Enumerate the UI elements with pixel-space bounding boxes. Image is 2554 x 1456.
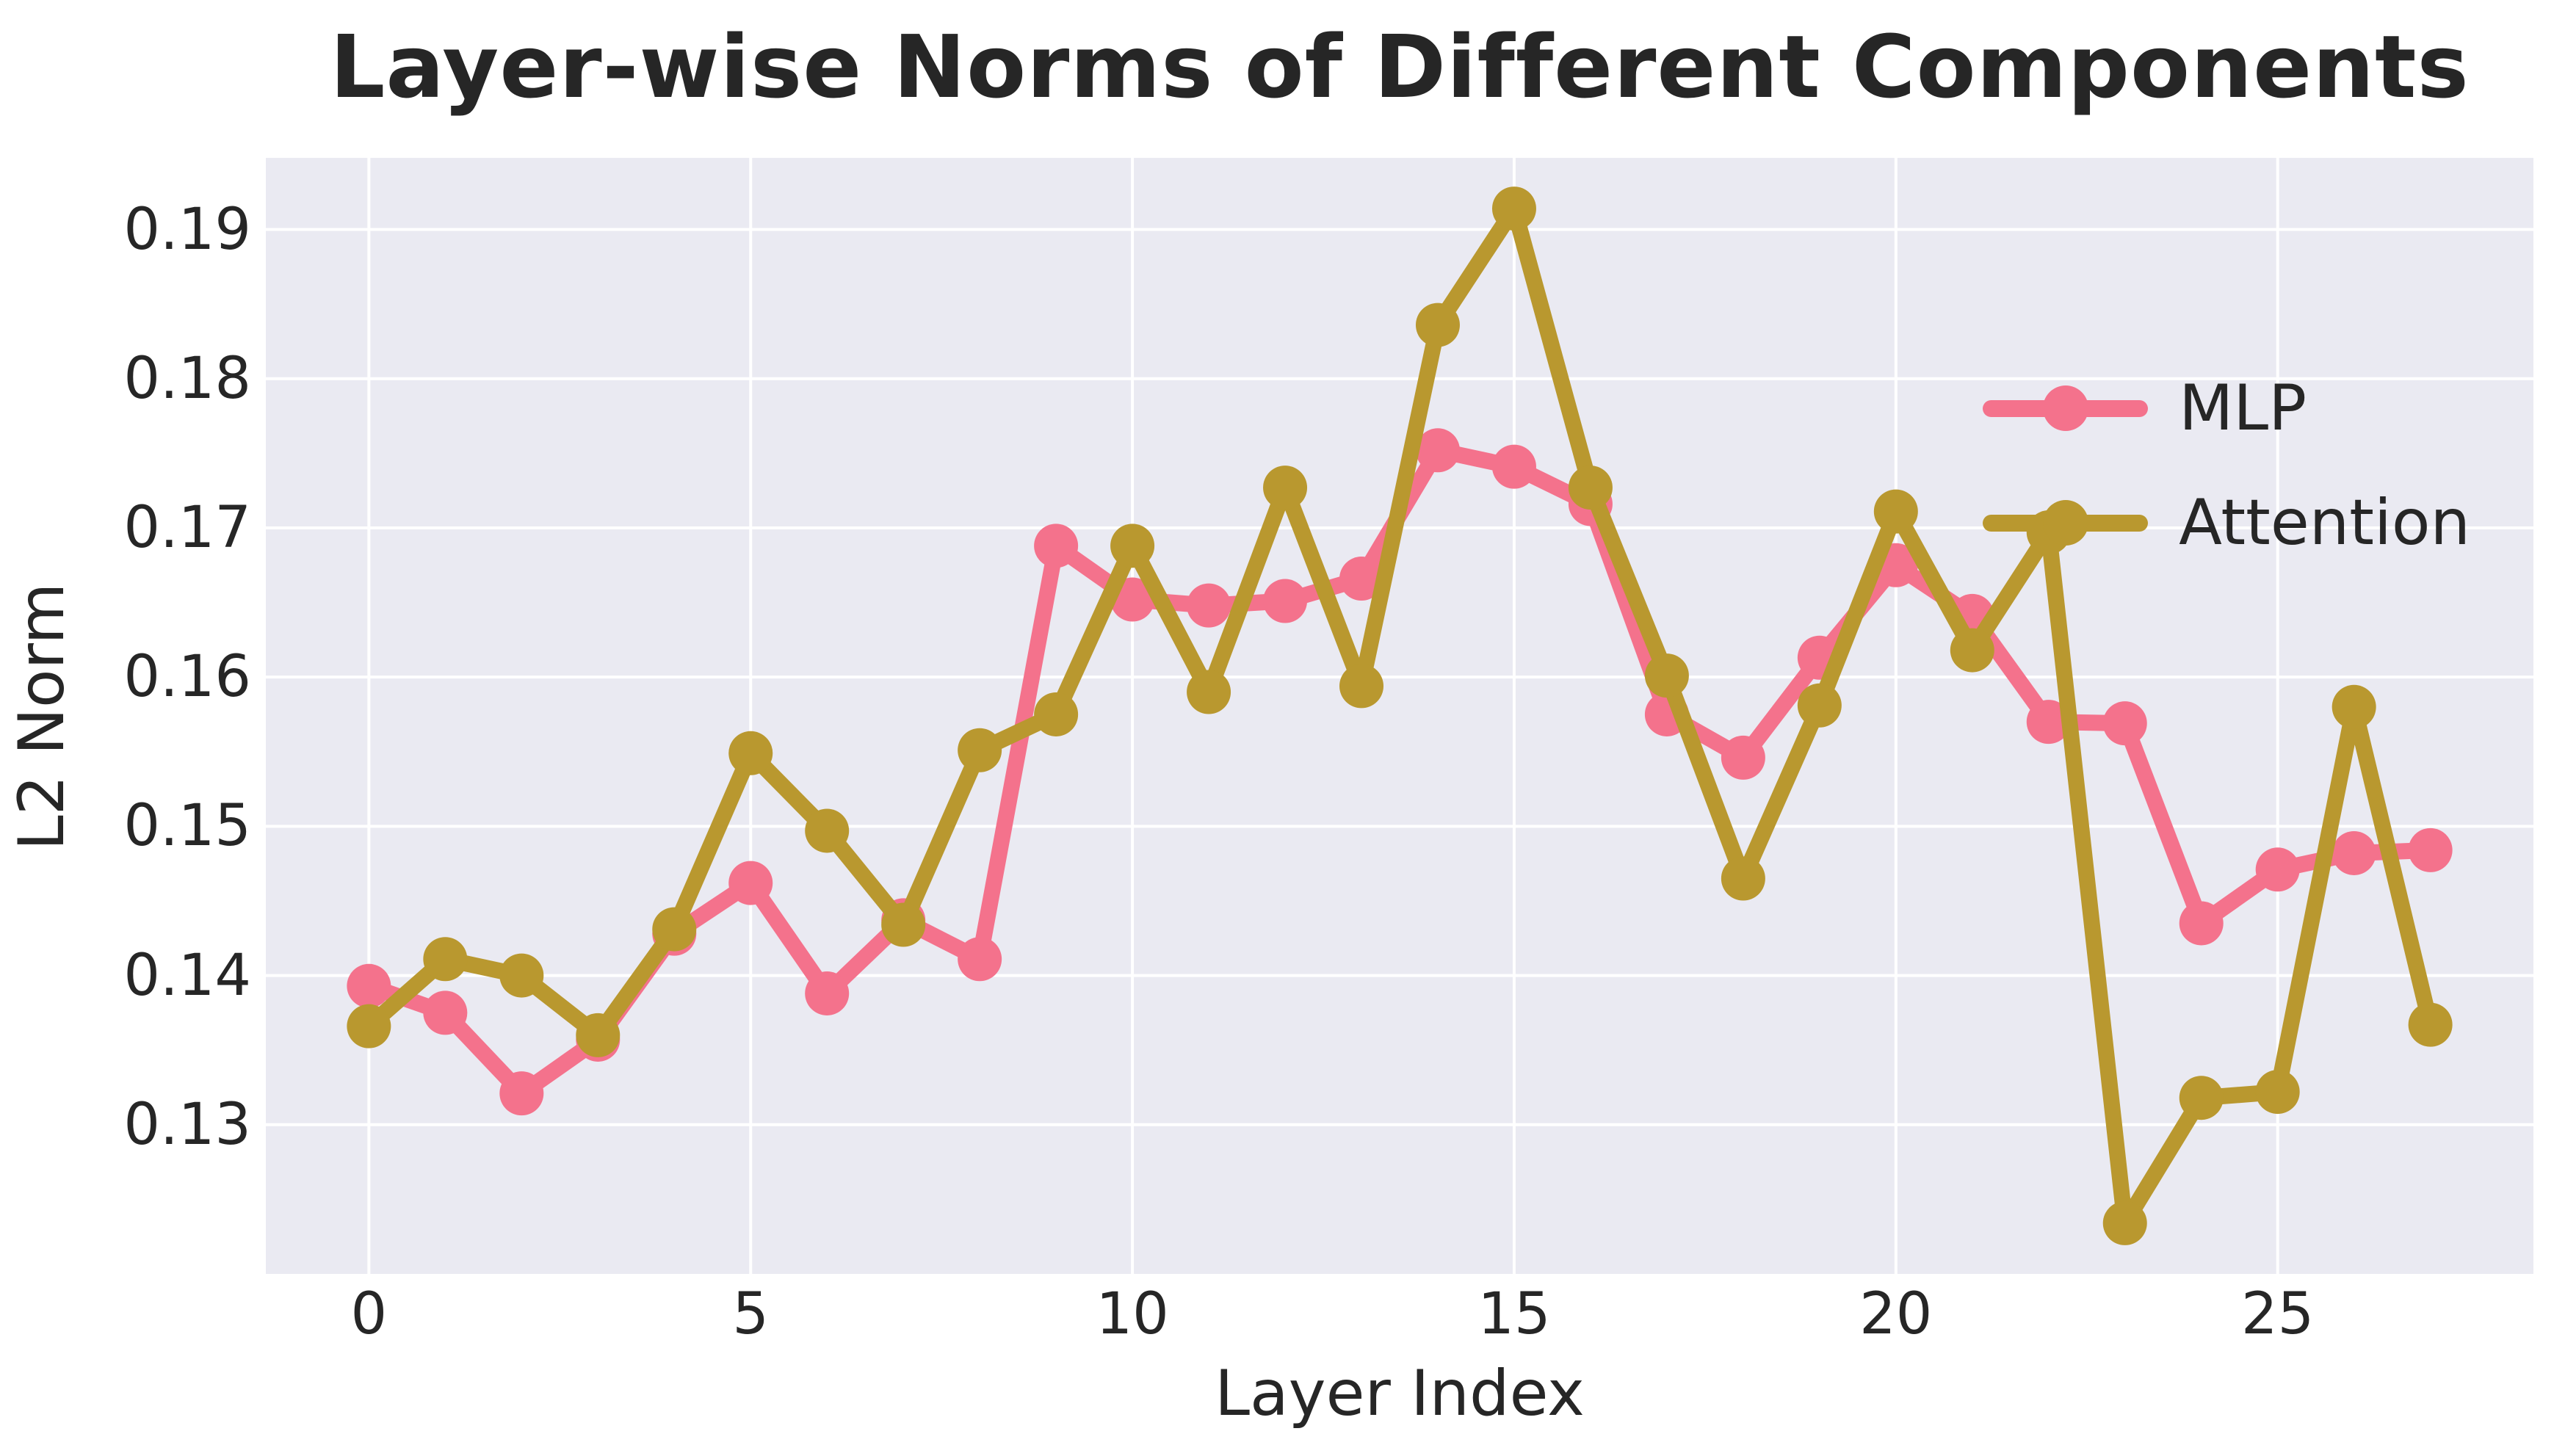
legend-line-sample xyxy=(1983,385,2149,431)
data-point-marker xyxy=(1491,186,1536,231)
data-point-marker xyxy=(2408,827,2453,872)
y-tick-label: 0.15 xyxy=(123,793,251,860)
data-point-marker xyxy=(2331,684,2376,729)
data-point-marker xyxy=(1034,524,1079,568)
x-tick-label: 5 xyxy=(732,1281,770,1347)
y-axis-label: L2 Norm xyxy=(5,582,79,851)
data-point-marker xyxy=(423,990,468,1035)
data-point-marker xyxy=(499,1071,544,1116)
data-point-marker xyxy=(1187,670,1231,714)
data-point-marker xyxy=(1339,664,1384,709)
y-tick-label: 0.14 xyxy=(123,942,251,1009)
data-point-marker xyxy=(1110,524,1155,568)
plot-background xyxy=(266,158,2533,1274)
chart-title: Layer-wise Norms of Different Components xyxy=(330,16,2470,117)
legend-line-sample xyxy=(1983,500,2149,546)
legend-label: Attention xyxy=(2179,486,2470,559)
data-point-marker xyxy=(1873,489,1918,534)
chart-svg xyxy=(266,158,2533,1274)
data-point-marker xyxy=(1415,428,1460,473)
y-tick-label: 0.19 xyxy=(123,196,251,263)
x-tick-label: 10 xyxy=(1096,1281,1169,1347)
data-point-marker xyxy=(1339,557,1384,601)
data-point-marker xyxy=(1187,583,1231,628)
data-point-marker xyxy=(728,861,773,905)
data-point-marker xyxy=(1568,466,1613,510)
y-tick-label: 0.13 xyxy=(123,1091,251,1158)
data-point-marker xyxy=(499,953,544,998)
data-point-marker xyxy=(1797,683,1842,728)
legend: MLP Attention xyxy=(1983,365,2470,566)
y-tick-label: 0.16 xyxy=(123,644,251,711)
data-point-marker xyxy=(1491,444,1536,489)
data-point-marker xyxy=(1950,628,1994,673)
data-point-marker xyxy=(2179,1076,2224,1120)
legend-marker-dot xyxy=(2042,385,2088,431)
data-point-marker xyxy=(652,907,697,952)
series-line xyxy=(361,200,2439,1231)
data-point-marker xyxy=(347,1004,391,1048)
data-point-marker xyxy=(1263,579,1308,623)
x-tick-label: 15 xyxy=(1477,1281,1551,1347)
data-point-marker xyxy=(1721,735,1765,780)
data-point-marker xyxy=(2102,701,2147,746)
data-point-marker xyxy=(2408,1002,2453,1047)
series-attention xyxy=(347,186,2453,1245)
legend-entry-attention: Attention xyxy=(1983,479,2470,566)
data-point-marker xyxy=(958,937,1002,982)
y-tick-label: 0.18 xyxy=(123,345,251,412)
data-point-marker xyxy=(2179,901,2224,946)
x-tick-label: 25 xyxy=(2241,1281,2315,1347)
x-axis-label: Layer Index xyxy=(1215,1357,1585,1430)
legend-entry-mlp: MLP xyxy=(1983,365,2470,452)
x-tick-label: 20 xyxy=(1859,1281,1933,1347)
data-point-marker xyxy=(805,808,850,853)
data-point-marker xyxy=(1644,653,1689,698)
legend-label: MLP xyxy=(2179,372,2307,445)
x-tick-label: 0 xyxy=(350,1281,388,1347)
data-point-marker xyxy=(881,902,926,947)
data-point-marker xyxy=(1034,692,1079,736)
data-point-marker xyxy=(576,1013,621,1057)
data-point-marker xyxy=(728,731,773,775)
data-point-marker xyxy=(423,937,468,982)
data-point-marker xyxy=(1415,303,1460,347)
data-point-marker xyxy=(1263,466,1308,510)
data-point-marker xyxy=(958,728,1002,772)
y-tick-label: 0.17 xyxy=(123,494,251,561)
data-point-marker xyxy=(347,963,391,1008)
data-point-marker xyxy=(805,971,850,1015)
data-point-marker xyxy=(2102,1200,2147,1245)
plot-area: MLP Attention xyxy=(266,158,2533,1274)
data-point-marker xyxy=(2255,847,2300,892)
data-point-marker xyxy=(2026,700,2071,745)
data-point-marker xyxy=(1721,856,1765,901)
legend-marker-dot xyxy=(2042,500,2088,546)
data-point-marker xyxy=(2331,830,2376,875)
data-point-marker xyxy=(2255,1070,2300,1115)
